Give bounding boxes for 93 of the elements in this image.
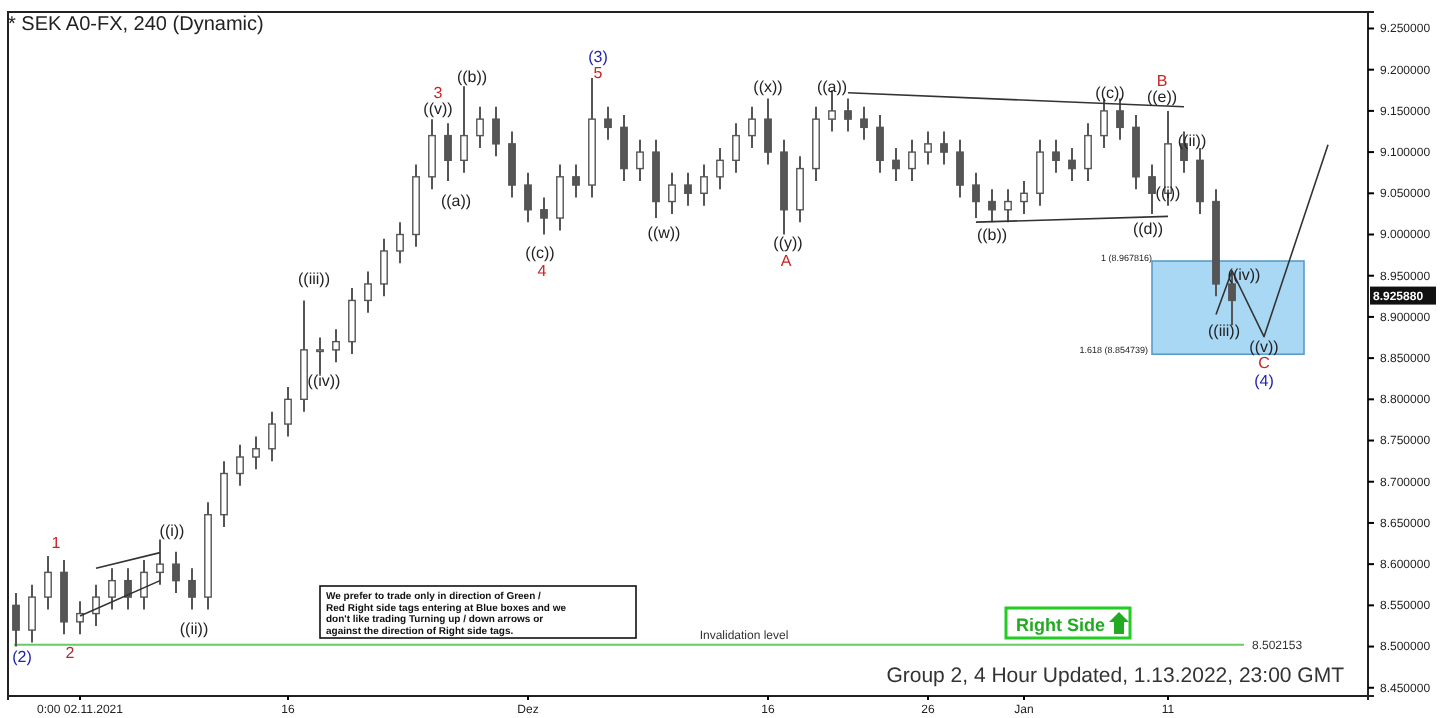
annotation: ((c)) [1095, 83, 1126, 102]
annotation: ((w)) [647, 223, 682, 242]
annotation: ((a)) [816, 77, 848, 96]
candlestick [348, 287, 356, 355]
annotation: Group 2, 4 Hour Updated, 1.13.2022, 23:00 GMT [886, 664, 1346, 688]
annotation: ((iv)) [307, 371, 342, 390]
candlestick [956, 138, 964, 199]
candlestick [460, 85, 468, 174]
candlestick [156, 538, 164, 586]
annotation: B [1156, 71, 1168, 90]
annotation: ((v)) [423, 99, 454, 118]
candlestick [940, 130, 948, 166]
candlestick [396, 221, 404, 265]
candlestick [556, 163, 564, 232]
candlestick [764, 97, 772, 166]
candlestick [268, 410, 276, 463]
annotation: ((c)) [525, 243, 556, 262]
annotation: ((i)) [159, 521, 186, 540]
candlestick [1196, 146, 1204, 215]
candlestick [796, 155, 804, 224]
annotation: ((b)) [976, 225, 1008, 244]
candlestick [748, 105, 756, 149]
candlestick [716, 146, 724, 191]
candlestick [124, 567, 132, 611]
candlestick [44, 554, 52, 611]
candlestick [172, 550, 180, 594]
candlestick [76, 600, 84, 636]
annotation: ((b)) [456, 67, 488, 86]
annotation: ((ii)) [179, 619, 209, 638]
candlestick [700, 163, 708, 207]
annotation: (3) [588, 47, 609, 66]
annotation: ((iii)) [1208, 321, 1241, 340]
candlestick [108, 567, 116, 611]
candlestick [476, 105, 484, 149]
candlestick [524, 171, 532, 224]
candlestick [508, 130, 516, 199]
annotation: (2) [12, 647, 33, 666]
annotation: ((y)) [773, 233, 804, 252]
annotation: ((d)) [1132, 219, 1164, 238]
annotation: 5 [593, 63, 604, 82]
annotation: (4) [1254, 371, 1275, 390]
candlestick [1148, 163, 1156, 215]
candlestick [988, 188, 996, 224]
candlestick [1036, 138, 1044, 207]
candlestick [1004, 188, 1012, 224]
candlestick [92, 583, 100, 627]
candlestick [12, 591, 20, 648]
candlestick [428, 118, 436, 191]
candlestick [252, 435, 260, 471]
candlestick [1084, 122, 1092, 182]
candlestick [380, 237, 388, 298]
candlestick [140, 559, 148, 611]
candlestick [28, 583, 36, 644]
annotation: 4 [537, 261, 548, 280]
candlestick [908, 138, 916, 182]
candlestick [332, 328, 340, 364]
candlestick [876, 114, 884, 174]
candlestick [892, 146, 900, 182]
candlestick [1020, 179, 1028, 215]
candlestick [604, 105, 612, 141]
candlestick [972, 171, 980, 220]
annotation: A [780, 251, 793, 270]
annotation: Right Side [1016, 615, 1105, 635]
annotation: ((v)) [1249, 337, 1280, 356]
candlestick [860, 105, 868, 141]
candlestick [236, 443, 244, 487]
chart-title: * SEK A0-FX, 240 (Dynamic) [8, 14, 264, 36]
candlestick [620, 114, 628, 182]
candlestick [1052, 138, 1060, 174]
candlestick [540, 196, 548, 236]
candlestick [316, 336, 324, 376]
candlestick [732, 122, 740, 174]
candlestick [188, 567, 196, 611]
candlestick [684, 171, 692, 207]
annotation: 1 [51, 533, 62, 552]
annotation: ((x)) [753, 77, 784, 96]
candlestick [636, 138, 644, 182]
annotation: ((e)) [1146, 87, 1178, 106]
candlestick [572, 163, 580, 199]
candlestick [284, 385, 292, 438]
candlestick [668, 171, 676, 215]
candlestick [220, 460, 228, 529]
candlestick [924, 130, 932, 166]
candlestick [844, 97, 852, 133]
annotation: ((a)) [440, 191, 472, 210]
annotation: 3 [433, 83, 444, 102]
annotation: C [1258, 353, 1271, 372]
candlestick [364, 270, 372, 314]
annotation: ((iii)) [298, 269, 331, 288]
candlestick [1068, 146, 1076, 182]
annotation: 2 [65, 643, 76, 662]
candlestick [444, 122, 452, 182]
candlestick [492, 105, 500, 158]
